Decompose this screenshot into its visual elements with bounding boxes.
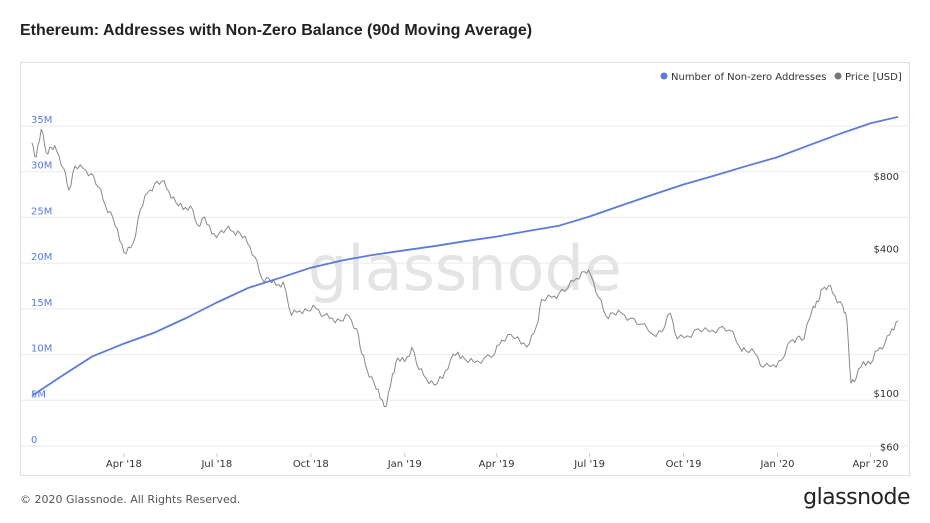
right-axis-tick-label: $100 (874, 389, 899, 400)
x-axis-tick-label: Apr '20 (852, 459, 888, 470)
price-series (31, 128, 899, 408)
left-axis-tick-label: 15M (31, 298, 52, 309)
left-axis-tick-label: 10M (31, 344, 52, 355)
left-axis-tick-label: 0 (31, 435, 37, 446)
right-axis: $60 $100 $400 $800 (874, 172, 899, 453)
left-axis-tick-label: 25M (31, 206, 52, 217)
addresses-series (31, 116, 899, 397)
right-axis-tick-label: $400 (874, 244, 899, 255)
addresses-line (31, 116, 899, 397)
left-axis-tick-label: 35M (31, 115, 52, 126)
x-axis-tick-label: Jan '20 (759, 459, 794, 470)
chart-title: Ethereum: Addresses with Non-Zero Balanc… (20, 22, 533, 39)
legend: Number of Non-zero Addresses Price [USD] (660, 72, 902, 83)
price-line (31, 128, 899, 408)
left-axis-tick-label: 5M (31, 389, 46, 400)
x-axis-tick-label: Apr '19 (479, 459, 515, 470)
chart-frame (20, 62, 910, 476)
left-axis-tick-label: 20M (31, 252, 52, 263)
watermark-text: glassnode (308, 232, 622, 305)
x-axis-tick-label: Apr '18 (106, 459, 142, 470)
grid-lines (21, 125, 909, 447)
footer-copyright: © 2020 Glassnode. All Rights Reserved. (20, 493, 241, 506)
left-axis-tick-label: 30M (31, 161, 52, 172)
x-axis-tick-label: Oct '19 (666, 459, 702, 470)
x-axis-tick-label: Jul '19 (573, 459, 605, 470)
legend-dot-price (834, 72, 842, 80)
x-axis: Apr '18 Jul '18 Oct '18 Jan '19 Apr '19 Jul '… (106, 453, 888, 470)
glassnode-logo[interactable]: glassnode (803, 485, 910, 510)
left-axis: 0 5M 10M 15M 20M 25M 30M 35M (31, 115, 52, 446)
legend-dot-addresses (660, 72, 668, 80)
legend-item-price[interactable]: Price [USD] (845, 72, 902, 83)
legend-item-addresses[interactable]: Number of Non-zero Addresses (671, 72, 827, 83)
right-axis-tick-label: $60 (880, 442, 899, 453)
x-axis-tick-label: Jul '18 (200, 459, 232, 470)
right-axis-tick-label: $800 (874, 172, 899, 183)
x-axis-tick-label: Oct '18 (293, 459, 329, 470)
x-axis-tick-label: Jan '19 (387, 459, 422, 470)
